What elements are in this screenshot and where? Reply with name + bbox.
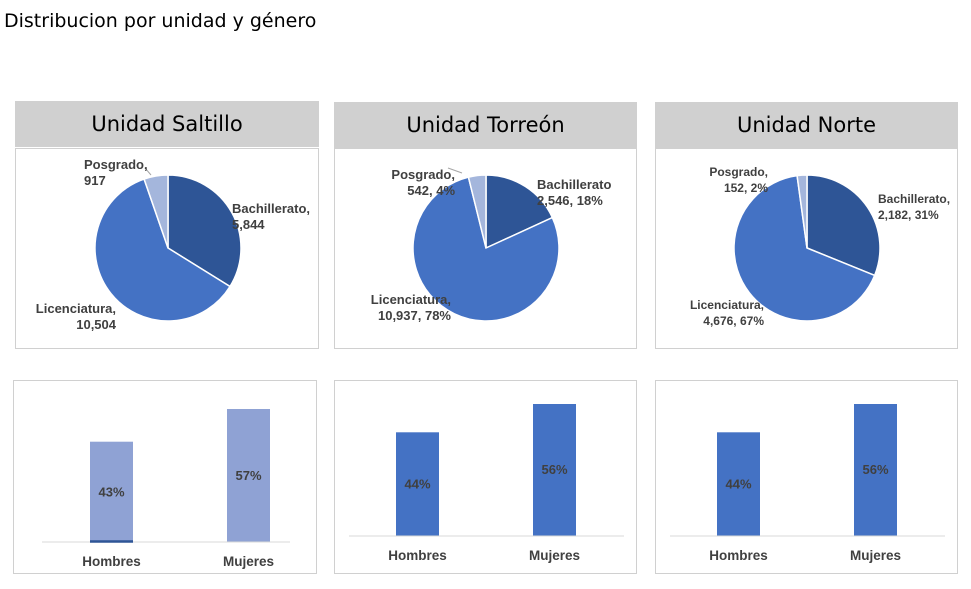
pie-chart-torreon: Bachillerato 2,546, 18% Licenciatura, 10,93… bbox=[371, 167, 612, 323]
unit-title-torreon: Unidad Torreón bbox=[406, 113, 565, 137]
pie-label-licenciatura-name: Licenciatura, bbox=[36, 301, 116, 316]
pie-slice-posgrado bbox=[796, 174, 808, 249]
pie-slice-bachillerato bbox=[485, 174, 554, 250]
pie-label-posgrado-name: Posgrado, bbox=[391, 167, 455, 182]
bar-data-label-hombres: 44% bbox=[725, 476, 751, 491]
pie-label-bachillerato-value: 2,182, 31% bbox=[878, 208, 939, 222]
bar-chart-norte: 44% Hombres 56% Mujeres bbox=[670, 404, 945, 563]
bar-panel-norte: 44% Hombres 56% Mujeres bbox=[655, 380, 958, 574]
bar-mujeres bbox=[854, 404, 897, 536]
pie-label-posgrado: Posgrado, 917 bbox=[84, 157, 148, 188]
unit-header-saltillo: Unidad Saltillo bbox=[15, 101, 319, 147]
pie-label-licenciatura-value: 10,937, 78% bbox=[378, 308, 451, 323]
bar-data-label-mujeres: 56% bbox=[862, 462, 888, 477]
pie-label-bachillerato: Bachillerato, 5,844 bbox=[232, 201, 310, 232]
pie-label-posgrado-name: Posgrado, bbox=[709, 165, 768, 179]
category-label-hombres: Hombres bbox=[709, 548, 768, 563]
pie-chart-saltillo: Bachillerato, 5,844 Licenciatura, 10,504 Pos… bbox=[36, 157, 310, 332]
pie-label-bachillerato: Bachillerato 2,546, 18% bbox=[537, 177, 611, 208]
pie-label-posgrado: Posgrado, 152, 2% bbox=[709, 165, 768, 195]
pie-slice-posgrado bbox=[143, 174, 169, 249]
bar-data-label-hombres: 43% bbox=[98, 485, 124, 500]
pie-label-posgrado-value: 542, 4% bbox=[407, 183, 455, 198]
pie-slice-licenciatura bbox=[412, 176, 560, 322]
pie-panel-torreon: Bachillerato 2,546, 18% Licenciatura, 10,93… bbox=[334, 148, 637, 349]
bar-panel-saltillo: 43% Hombres 57% Mujeres bbox=[13, 380, 317, 574]
posgrado-leader-line bbox=[144, 167, 152, 176]
bar-data-label-hombres: 44% bbox=[404, 476, 430, 491]
pie-label-posgrado-name: Posgrado, bbox=[84, 157, 148, 172]
pie-label-licenciatura-name: Licenciatura, bbox=[690, 298, 764, 312]
pie-label-bachillerato-name: Bachillerato, bbox=[878, 192, 950, 206]
pie-chart-norte: Bachillerato, 2,182, 31% Licenciatura, 4,67… bbox=[690, 165, 950, 328]
posgrado-leader-line bbox=[447, 167, 463, 174]
category-label-hombres: Hombres bbox=[82, 554, 141, 569]
pie-label-licenciatura: Licenciatura, 10,937, 78% bbox=[371, 292, 452, 323]
pie-label-licenciatura-name: Licenciatura, bbox=[371, 292, 451, 307]
pie-label-bachillerato-value: 5,844 bbox=[232, 217, 265, 232]
pie-label-bachillerato-name: Bachillerato, bbox=[232, 201, 310, 216]
category-label-mujeres: Mujeres bbox=[529, 548, 580, 563]
pie-label-bachillerato: Bachillerato, 2,182, 31% bbox=[878, 192, 950, 222]
pie-label-posgrado: Posgrado, 542, 4% bbox=[391, 167, 455, 198]
pie-label-bachillerato-value: 2,546, 18% bbox=[537, 193, 603, 208]
pie-label-licenciatura: Licenciatura, 4,676, 67% bbox=[690, 298, 764, 328]
category-label-hombres: Hombres bbox=[388, 548, 447, 563]
pie-panel-norte: Bachillerato, 2,182, 31% Licenciatura, 4,67… bbox=[655, 148, 958, 349]
page-title: Distribucion por unidad y género bbox=[4, 10, 317, 32]
bar-mujeres bbox=[533, 404, 576, 536]
pie-label-licenciatura-value: 4,676, 67% bbox=[703, 314, 764, 328]
pie-panel-saltillo: Bachillerato, 5,844 Licenciatura, 10,504 Pos… bbox=[15, 148, 319, 349]
unit-title-saltillo: Unidad Saltillo bbox=[91, 112, 243, 136]
bar-data-label-mujeres: 56% bbox=[541, 462, 567, 477]
pie-label-licenciatura-value: 10,504 bbox=[76, 317, 117, 332]
bar-chart-saltillo: 43% Hombres 57% Mujeres bbox=[42, 409, 290, 569]
bar-mujeres bbox=[227, 409, 270, 542]
pie-slice-bachillerato bbox=[806, 174, 881, 277]
bar-hombres bbox=[717, 432, 760, 536]
bar-chart-torreon: 44% Hombres 56% Mujeres bbox=[349, 404, 624, 563]
unit-header-torreon: Unidad Torreón bbox=[334, 102, 637, 148]
bar-hombres bbox=[396, 432, 439, 536]
unit-title-norte: Unidad Norte bbox=[736, 113, 877, 137]
pie-label-bachillerato-name: Bachillerato bbox=[537, 177, 611, 192]
pie-label-licenciatura: Licenciatura, 10,504 bbox=[36, 301, 117, 332]
bar-hombres bbox=[90, 441, 133, 542]
pie-label-posgrado-value: 152, 2% bbox=[724, 181, 768, 195]
category-label-mujeres: Mujeres bbox=[223, 554, 274, 569]
unit-header-norte: Unidad Norte bbox=[655, 102, 958, 148]
pie-label-posgrado-value: 917 bbox=[84, 173, 106, 188]
pie-slice-licenciatura bbox=[94, 178, 232, 322]
pie-slice-licenciatura bbox=[733, 174, 876, 322]
bar-panel-torreon: 44% Hombres 56% Mujeres bbox=[334, 380, 637, 574]
pie-slice-posgrado bbox=[467, 174, 487, 249]
bar-data-label-mujeres: 57% bbox=[235, 468, 261, 483]
category-label-mujeres: Mujeres bbox=[850, 548, 901, 563]
